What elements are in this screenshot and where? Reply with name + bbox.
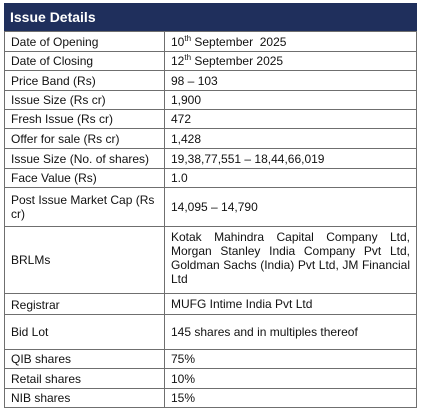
date-suffix: th [184,33,192,43]
row-label: Issue Size (No. of shares) [4,148,165,169]
row-value: 1,900 [164,90,417,110]
table-row: Offer for sale (Rs cr) 1,428 [4,128,417,149]
table-row: Date of Closing 12th September 2025 [4,51,417,71]
table-row: Registrar MUFG Intime India Pvt Ltd [4,293,417,315]
row-label: Date of Opening [4,31,165,52]
row-label: Registrar [4,293,165,315]
row-value: 1.0 [164,168,417,188]
row-value: MUFG Intime India Pvt Ltd [164,293,417,315]
details-table: Date of Opening 10th September 2025 Date o… [4,31,417,408]
row-value: 19,38,77,551 – 18,44,66,019 [164,148,417,169]
row-value: 145 shares and in multiples thereof [164,314,417,350]
row-value: 15% [164,388,417,408]
header-title: Issue Details [4,3,417,31]
table-row: Price Band (Rs) 98 – 103 [4,70,417,91]
row-label: BRLMs [4,226,165,294]
table-row: Retail shares 10% [4,368,417,389]
row-value: 75% [164,349,417,369]
row-value: 98 – 103 [164,70,417,91]
row-label: Date of Closing [4,51,165,71]
table-row: Fresh Issue (Rs cr) 472 [4,109,417,129]
row-value: Kotak Mahindra Capital Company Ltd, Morg… [164,226,417,294]
table-row: Issue Size (No. of shares) 19,38,77,551 –… [4,148,417,169]
row-label: Offer for sale (Rs cr) [4,128,165,149]
date-day: 12 [171,54,185,68]
table-row: Issue Size (Rs cr) 1,900 [4,90,417,110]
row-label: Fresh Issue (Rs cr) [4,109,165,129]
date-rest: September 2025 [191,54,284,68]
table-row: Face Value (Rs) 1.0 [4,168,417,188]
row-label: Retail shares [4,368,165,389]
row-label: Bid Lot [4,314,165,350]
row-value: 10th September 2025 [164,31,417,52]
date-day: 10 [171,34,185,49]
row-label: Face Value (Rs) [4,168,165,188]
row-value: 472 [164,109,417,129]
row-value: 1,428 [164,128,417,149]
table-row: Bid Lot 145 shares and in multiples there… [4,314,417,350]
date-rest: September 2025 [191,34,287,49]
row-value: 12th September 2025 [164,51,417,71]
row-value: 14,095 – 14,790 [164,187,417,227]
row-label: Issue Size (Rs cr) [4,90,165,110]
table-row: NIB shares 15% [4,388,417,408]
issue-details-card: Issue Details Date of Opening 10th Septem… [4,3,417,408]
table-row: Date of Opening 10th September 2025 [4,31,417,52]
row-label: QIB shares [4,349,165,369]
table-row: QIB shares 75% [4,349,417,369]
row-value: 10% [164,368,417,389]
row-label: Price Band (Rs) [4,70,165,91]
row-label: NIB shares [4,388,165,408]
date-suffix: th [184,53,192,62]
table-row: Post Issue Market Cap (Rs cr) 14,095 – 14… [4,187,417,227]
row-label: Post Issue Market Cap (Rs cr) [4,187,165,227]
table-row: BRLMs Kotak Mahindra Capital Company Ltd,… [4,226,417,294]
